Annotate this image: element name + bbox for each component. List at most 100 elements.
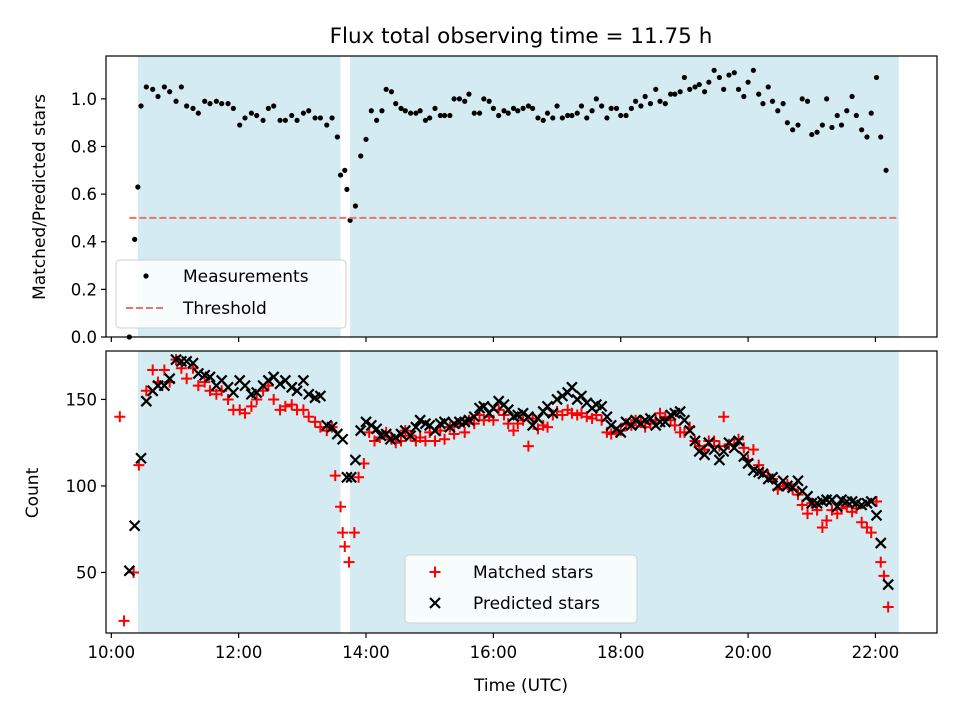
predicted-star-point (345, 471, 357, 484)
measurement-point (809, 131, 815, 138)
matched-star-point (459, 426, 471, 438)
matched-star-point (335, 501, 347, 513)
predicted-star-point (801, 490, 814, 503)
legend-box (404, 554, 638, 624)
predicted-star-point (522, 410, 535, 423)
measurement-point (368, 108, 374, 114)
measurement-point (407, 110, 414, 116)
predicted-star-point (187, 357, 199, 369)
legend-measurements-label: Measurements (183, 267, 309, 287)
measurement-point (342, 167, 348, 173)
measurement-point (554, 103, 560, 109)
x-tick-label: 18:00 (597, 643, 645, 662)
measurement-point (726, 72, 732, 78)
x-axis-label: Time (UTC) (473, 676, 568, 696)
measurement-point (525, 103, 531, 109)
measurement-point (451, 96, 457, 102)
measurement-point (427, 115, 433, 121)
x-tick-label: 14:00 (342, 643, 390, 662)
measurement-point (814, 129, 820, 135)
predicted-star-point (517, 407, 529, 420)
measurement-point (271, 103, 277, 109)
x-tick-label: 20:00 (724, 643, 772, 662)
measurement-point (254, 112, 260, 119)
predicted-star-point (478, 400, 490, 413)
measurement-point (132, 236, 138, 242)
legend-threshold-label: Threshold (182, 299, 267, 319)
measurement-point (135, 184, 141, 190)
matched-star-point (158, 364, 170, 376)
measurement-point (515, 108, 521, 114)
matched-star-point (517, 414, 529, 426)
predicted-star-point (601, 410, 613, 423)
measurement-point (780, 101, 786, 107)
measurement-point (711, 67, 717, 73)
matched-star-point (245, 400, 257, 412)
y-tick-label: 0.4 (71, 233, 97, 252)
measurement-point (599, 103, 605, 109)
matched-star-point (353, 471, 365, 483)
matched-star-point (199, 376, 211, 388)
y-tick-label: 0.0 (71, 328, 97, 347)
legend-matched-swatch (429, 566, 441, 578)
measurement-point (834, 112, 840, 119)
predicted-star-point (742, 457, 754, 470)
measurement-point (150, 86, 156, 92)
matched-star-point (329, 470, 341, 482)
measurement-point (750, 67, 756, 73)
predicted-star-point (541, 400, 554, 413)
measurement-point (760, 101, 766, 107)
matched-star-point (821, 515, 833, 527)
measurement-point (706, 79, 712, 85)
predicted-star-point (551, 393, 563, 406)
predicted-star-point (349, 454, 362, 466)
matched-star-point (147, 364, 159, 376)
predicted-star-point (882, 578, 894, 591)
predicted-star-point (678, 414, 691, 426)
predicted-star-point (792, 474, 804, 487)
measurement-point (859, 127, 865, 133)
measurement-point (466, 91, 472, 97)
measurement-point (804, 98, 811, 104)
predicted-star-point (659, 416, 672, 428)
measurement-point (496, 112, 502, 119)
matched-star-point (140, 385, 152, 397)
measurement-point (289, 112, 295, 119)
predicted-star-point (429, 424, 441, 437)
y-tick-label: 50 (76, 563, 97, 582)
measurement-point (662, 101, 668, 107)
predicted-star-point (547, 407, 559, 420)
predicted-star-point (341, 471, 353, 484)
predicted-star-point (674, 405, 686, 418)
measurement-point (638, 103, 644, 109)
measurement-point (184, 103, 190, 109)
measurement-point (471, 110, 477, 116)
measurement-point (668, 91, 674, 97)
predicted-star-point (468, 410, 481, 423)
predicted-star-point (463, 414, 475, 426)
predicted-star-point (713, 454, 726, 466)
predicted-star-point (123, 564, 136, 577)
measurement-point (775, 108, 781, 114)
matched-star-point (286, 399, 298, 411)
measurement-point (383, 86, 389, 92)
matched-star-point (303, 411, 315, 423)
measurement-point (628, 105, 634, 111)
predicted-star-point (526, 419, 539, 432)
matched-star-point (339, 540, 351, 552)
measurement-point (242, 115, 248, 121)
measurement-point (584, 115, 590, 121)
y-tick-label: 1.0 (71, 90, 97, 109)
y-tick-label: 0.8 (71, 137, 97, 156)
predicted-star-point (302, 388, 315, 401)
measurement-point (824, 96, 830, 102)
measurement-point (613, 105, 620, 111)
measurement-point (347, 217, 353, 223)
measurement-point (716, 74, 723, 81)
matched-star-point (439, 433, 451, 445)
matched-star-point (566, 407, 578, 419)
predicted-star-point (532, 412, 544, 425)
measurement-point (260, 117, 266, 123)
matched-star-point (114, 411, 126, 423)
predicted-star-point (786, 481, 799, 494)
